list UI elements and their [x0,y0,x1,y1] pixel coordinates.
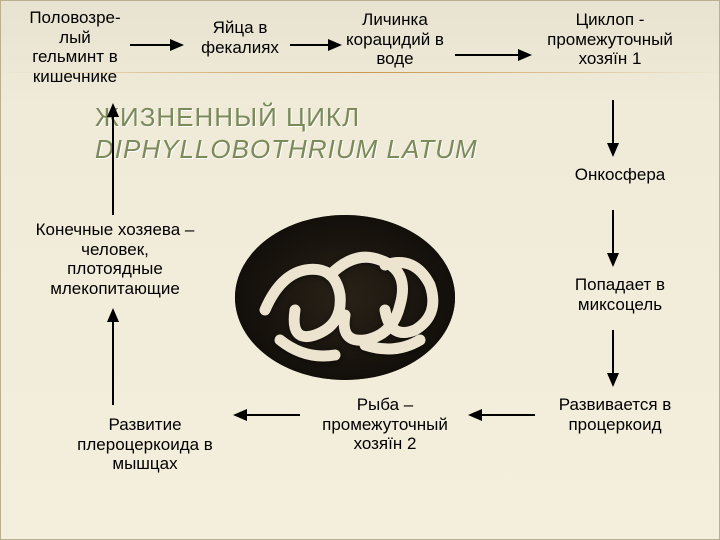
stage-adult-helminth: Половозре-лыйгельминт вкишечнике [15,8,135,86]
stage-procercoid: Развивается впроцеркоид [540,395,690,434]
tapeworm-photo [235,215,455,380]
tapeworm-illustration [235,215,455,380]
stage-fish-host2: Рыба –промежуточныйхозяїн 2 [305,395,465,454]
stage-plerocercoid: Развитиеплероцеркоида вмышцах [60,415,230,474]
stage-oncosphere: Онкосфера [560,165,680,185]
title-line2: Diphyllobothrium latum [95,134,478,165]
stage-coracidium: Личинкакорацидий вводе [335,10,455,69]
stage-definitive-hosts: Конечные хозяева –человек,плотоядныемлек… [20,220,210,298]
stage-cyclops-host1: Циклоп -промежуточныйхозяїн 1 [530,10,690,69]
stage-eggs-feces: Яйца вфекалиях [185,18,295,57]
title-line1: Жизненный цикл [95,102,360,133]
stage-mixocoel: Попадает вмиксоцель [560,275,680,314]
